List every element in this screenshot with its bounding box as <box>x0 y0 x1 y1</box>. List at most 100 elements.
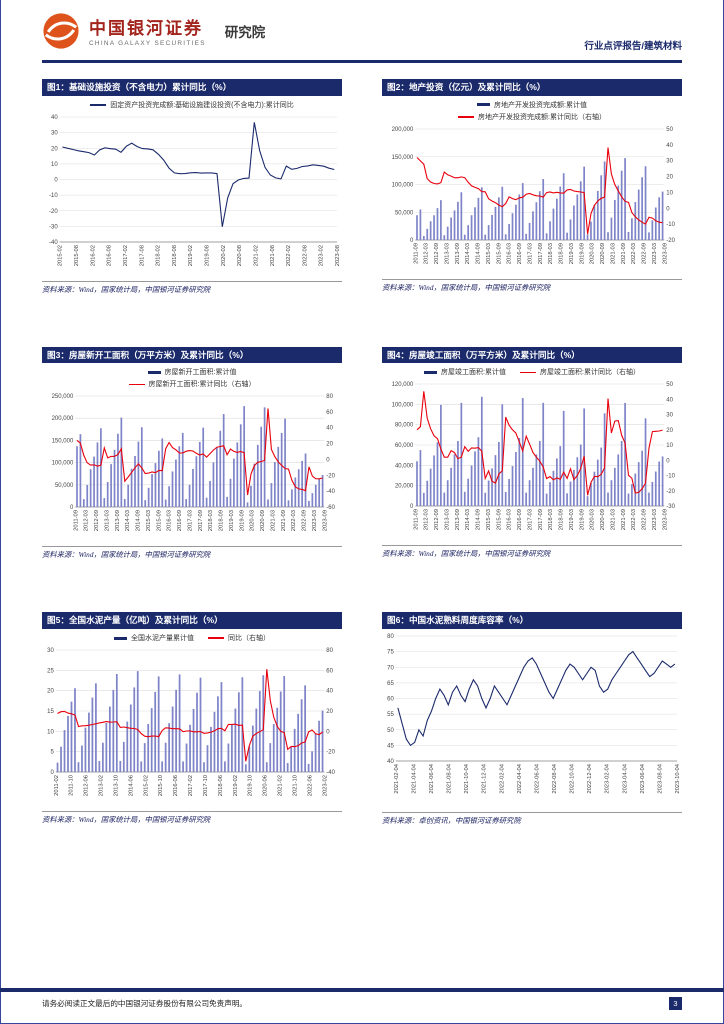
svg-text:20: 20 <box>326 442 333 448</box>
svg-text:40: 40 <box>326 426 333 432</box>
chart-canvas: -40 -30 -20 -10 0 10 20 30 40 2015-02 2015-08 2016-… <box>49 115 341 266</box>
svg-text:2021-08: 2021-08 <box>270 245 276 266</box>
legend-label: 房屋竣工面积:累计同比（右轴） <box>540 369 640 377</box>
svg-text:15: 15 <box>47 709 54 715</box>
svg-text:20: 20 <box>51 146 58 152</box>
svg-text:2011-09: 2011-09 <box>413 243 419 264</box>
svg-text:2015-03: 2015-03 <box>486 509 492 530</box>
legend-item: 房屋竣工面积:累计同比（右轴） <box>520 367 640 377</box>
svg-text:20: 20 <box>47 689 54 695</box>
line-marker-icon <box>90 103 107 106</box>
svg-text:2016-06: 2016-06 <box>173 775 179 796</box>
svg-text:0: 0 <box>326 730 330 736</box>
svg-text:2023-10-04: 2023-10-04 <box>675 763 681 793</box>
chart-legend: 固定资产投资完成额:基础设施建设投资(不含电力):累计同比 <box>42 100 342 110</box>
svg-text:2016-09: 2016-09 <box>517 243 523 264</box>
legend-label: 固定资产投资完成额:基础设施建设投资(不含电力):累计同比 <box>110 101 294 109</box>
svg-text:2022-09: 2022-09 <box>642 509 648 530</box>
svg-text:2017-10: 2017-10 <box>203 775 209 796</box>
svg-text:2014-03: 2014-03 <box>465 243 471 264</box>
svg-text:2015-09: 2015-09 <box>156 510 162 531</box>
svg-text:150,000: 150,000 <box>392 154 414 160</box>
svg-text:5: 5 <box>50 750 54 756</box>
svg-text:2017-09: 2017-09 <box>538 509 544 530</box>
svg-text:100,000: 100,000 <box>392 182 414 188</box>
svg-text:2018-03: 2018-03 <box>548 243 554 264</box>
svg-text:0: 0 <box>70 505 74 511</box>
svg-text:25: 25 <box>47 669 54 675</box>
svg-text:2018-09: 2018-09 <box>559 243 565 264</box>
brand-block: 中国银河证券 CHINA GALAXY SECURITIES 研究院 <box>42 12 265 55</box>
chart-title: 图3：房屋新开工面积（万平方米）及累计同比（%） <box>42 346 342 364</box>
svg-text:40: 40 <box>51 115 58 121</box>
chart-fig5: 图5：全国水泥产量（亿吨）及累计同比（%） 全国水泥产量累计值 同比（右轴） 0… <box>42 612 342 826</box>
svg-text:2021-02-04: 2021-02-04 <box>394 763 400 793</box>
svg-text:2022-02-04: 2022-02-04 <box>499 763 505 793</box>
svg-text:-10: -10 <box>49 193 58 199</box>
chart-fig4: 图4：房屋竣工面积（万平方米）及累计同比（%） 房屋竣工面积:累计值 房屋竣工面… <box>382 346 682 561</box>
svg-text:2022-12-04: 2022-12-04 <box>587 763 593 793</box>
chart-title: 图1：基础设施投资（不含电力）累计同比（%） <box>42 79 342 96</box>
svg-text:2013-09: 2013-09 <box>455 243 461 264</box>
chart-canvas: 0 50,000 100,000 150,000 200,000 250,000 -60 -4… <box>52 394 336 531</box>
svg-text:2011-09: 2011-09 <box>73 510 79 531</box>
legend-label: 全国水泥产量累计值 <box>131 635 194 643</box>
chart-legend: 全国水泥产量累计值 同比（右轴） <box>42 633 342 643</box>
svg-text:2019-03: 2019-03 <box>569 509 575 530</box>
legend-item: 房屋竣工面积:累计值 <box>424 367 506 377</box>
svg-text:2013-02: 2013-02 <box>99 775 105 796</box>
svg-text:0: 0 <box>410 238 414 244</box>
svg-text:2017-03: 2017-03 <box>187 510 193 531</box>
bar-marker-icon <box>477 103 491 107</box>
svg-text:10: 10 <box>666 443 673 449</box>
svg-text:2015-09: 2015-09 <box>496 243 502 264</box>
svg-text:30: 30 <box>666 413 673 419</box>
svg-text:2016-08: 2016-08 <box>107 245 113 266</box>
svg-text:2015-09: 2015-09 <box>496 509 502 530</box>
chart-canvas: 0 50,000 100,000 150,000 200,000 -20 -10 0 10 20 3… <box>392 127 676 264</box>
svg-text:2023-06-04: 2023-06-04 <box>640 763 646 793</box>
svg-text:2023-09: 2023-09 <box>662 509 668 530</box>
svg-text:2011-10: 2011-10 <box>69 775 75 796</box>
svg-text:2013-03: 2013-03 <box>104 510 110 531</box>
svg-text:2014-06: 2014-06 <box>128 775 134 796</box>
svg-text:2017-03: 2017-03 <box>527 509 533 530</box>
svg-text:2022-08-04: 2022-08-04 <box>552 763 558 793</box>
svg-text:30: 30 <box>51 130 58 136</box>
svg-text:2017-09: 2017-09 <box>538 243 544 264</box>
svg-text:2022-03: 2022-03 <box>631 509 637 530</box>
svg-text:2015-03: 2015-03 <box>146 510 152 531</box>
svg-text:50: 50 <box>666 382 673 388</box>
svg-text:0: 0 <box>50 770 54 776</box>
legend-label: 房地产开发投资完成额:累计同比（右轴） <box>478 113 606 121</box>
svg-text:2012-03: 2012-03 <box>424 509 430 530</box>
svg-text:2023-02: 2023-02 <box>322 775 328 796</box>
svg-text:2015-10: 2015-10 <box>158 775 164 796</box>
svg-text:2012-06: 2012-06 <box>84 775 90 796</box>
svg-text:2017-02: 2017-02 <box>188 775 194 796</box>
chart-title: 图6：中国水泥熟料周度库容率（%） <box>382 612 682 630</box>
svg-text:2016-03: 2016-03 <box>507 243 513 264</box>
svg-text:2021-06-04: 2021-06-04 <box>429 763 435 793</box>
svg-text:2022-10-04: 2022-10-04 <box>570 763 576 793</box>
svg-text:2014-09: 2014-09 <box>476 509 482 530</box>
svg-text:-30: -30 <box>666 504 675 510</box>
svg-text:-10: -10 <box>666 474 675 480</box>
svg-text:20: 20 <box>326 709 333 715</box>
svg-text:10: 10 <box>666 190 673 196</box>
svg-text:50: 50 <box>387 728 394 734</box>
svg-text:2020-09: 2020-09 <box>600 509 606 530</box>
svg-text:0: 0 <box>666 459 670 465</box>
charts-grid: 图1：基础设施投资（不含电力）累计同比（%） 固定资产投资完成额:基础设施建设投… <box>0 79 724 826</box>
svg-text:2014-09: 2014-09 <box>476 243 482 264</box>
chart-legend: 房屋竣工面积:累计值 房屋竣工面积:累计同比（右轴） <box>382 367 682 377</box>
svg-text:2012-03: 2012-03 <box>84 510 90 531</box>
svg-text:2023-09: 2023-09 <box>662 243 668 264</box>
svg-text:2017-09: 2017-09 <box>198 510 204 531</box>
svg-text:-40: -40 <box>49 240 58 246</box>
svg-text:2019-10: 2019-10 <box>248 775 254 796</box>
svg-text:-20: -20 <box>49 208 58 214</box>
svg-text:2021-03: 2021-03 <box>270 510 276 531</box>
svg-text:100,000: 100,000 <box>52 461 74 467</box>
svg-text:2015-02: 2015-02 <box>58 245 64 266</box>
